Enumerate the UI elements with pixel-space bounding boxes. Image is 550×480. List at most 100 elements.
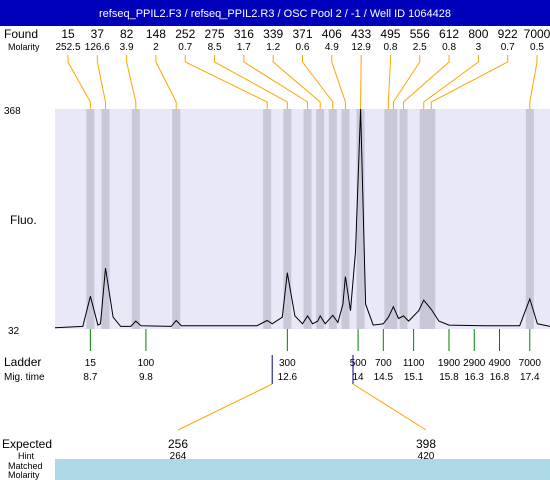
found-peak-connector: [423, 55, 479, 109]
molarity-label: Molarity: [8, 42, 40, 52]
peak-band: [263, 109, 272, 329]
ladder-size: 1100: [403, 358, 425, 369]
found-peak-size: 37: [91, 27, 105, 41]
found-peak-size: 371: [292, 27, 312, 41]
ladder-mig-time: 15.1: [404, 372, 424, 383]
found-peak-connector: [214, 55, 288, 109]
plot-area: [55, 109, 550, 329]
found-peak-molarity: 0.6: [296, 42, 310, 53]
peak-band: [427, 109, 436, 329]
found-peak-size: 82: [120, 27, 134, 41]
found-peaks: 15252.537126.6823.914822520.72758.53161.…: [55, 27, 550, 109]
found-peak-size: 922: [498, 27, 518, 41]
found-peak-connector: [184, 55, 268, 109]
found-peak-size: 433: [351, 27, 371, 41]
ladder-size: 700: [375, 358, 392, 369]
peak-band: [341, 109, 350, 329]
ladder-mig-time: 16.3: [465, 372, 485, 383]
found-peak-size: 339: [263, 27, 283, 41]
peak-band: [131, 109, 140, 329]
ladder-mig-time: 16.8: [490, 372, 510, 383]
found-peak-connector: [243, 55, 309, 109]
ladder-size: 100: [138, 358, 155, 369]
found-peak-molarity: 0.5: [530, 42, 544, 53]
expected-hint: 264: [170, 451, 187, 462]
found-peak-molarity: 2.5: [413, 42, 427, 53]
found-peak-size: 252: [175, 27, 195, 41]
chart-title: refseq_PPIL2.F3 / refseq_PPIL2.R3 / OSC …: [99, 8, 451, 20]
y-tick-max: 368: [4, 106, 21, 117]
found-peak-size: 7000: [524, 27, 550, 41]
ladder-mig-time: 9.8: [139, 372, 153, 383]
y-tick-min: 32: [8, 326, 20, 337]
ladder-mig-time: 12.6: [278, 372, 298, 383]
peak-band: [389, 109, 398, 329]
ladder-mig-time: 17.4: [520, 372, 540, 383]
found-peak-size: 556: [410, 27, 430, 41]
ladder-size: 1900: [438, 358, 461, 369]
found-peak-molarity: 0.7: [178, 42, 192, 53]
expected-hint: 420: [418, 451, 435, 462]
peak-band: [525, 109, 534, 329]
peak-band: [356, 109, 365, 329]
found-peak-connector: [302, 55, 334, 109]
peak-band: [328, 109, 337, 329]
found-peak-molarity: 4.9: [325, 42, 339, 53]
ladder-mig-time: 15.8: [439, 372, 459, 383]
peak-bands: [86, 109, 534, 329]
ladder-size: 300: [279, 358, 296, 369]
ladder-mig-time: 8.7: [83, 372, 97, 383]
ladder-mig-time: 14: [352, 372, 364, 383]
peak-band: [316, 109, 325, 329]
found-peak-molarity: 8.5: [208, 42, 222, 53]
found-peak-size: 800: [468, 27, 488, 41]
ladder-mig-time: 14.5: [374, 372, 394, 383]
ladder-markers: 15 8.7 100 9.8 300 12.6 500 14 700 14.5 1100 15.1 19…: [83, 329, 541, 383]
ladder-label: Ladder: [4, 355, 41, 369]
ladder-size: 4900: [488, 358, 511, 369]
found-peak-molarity: 12.9: [351, 42, 371, 53]
peak-band: [384, 109, 393, 329]
found-peak-molarity: 3: [476, 42, 482, 53]
found-peak-connector: [67, 55, 91, 109]
expected-size: 398: [416, 437, 436, 451]
ladder-size: 500: [350, 358, 367, 369]
found-peak-connector: [392, 55, 421, 109]
peak-band: [86, 109, 95, 329]
found-peak-molarity: 1.7: [237, 42, 251, 53]
found-peak-molarity: 0.8: [383, 42, 397, 53]
found-peak-size: 15: [61, 27, 75, 41]
found-peak-molarity: 1.2: [266, 42, 280, 53]
found-peak-molarity: 0.8: [442, 42, 456, 53]
matched-row-bg: [55, 459, 550, 480]
found-peak-size: 275: [205, 27, 225, 41]
found-peak-connector: [96, 55, 107, 109]
found-peak-size: 148: [146, 27, 166, 41]
peak-band: [101, 109, 110, 329]
found-label: Found: [4, 27, 38, 41]
found-peak-size: 406: [322, 27, 342, 41]
found-peak-size: 612: [439, 27, 459, 41]
matched-label: Matched: [8, 461, 43, 471]
ladder-size: 15: [85, 358, 97, 369]
expected-connector: [177, 383, 273, 431]
found-peak-connector: [126, 55, 137, 109]
expected-size: 256: [168, 437, 188, 451]
found-peak-molarity: 0.7: [501, 42, 515, 53]
title-bar: [0, 0, 550, 26]
expected-connector: [352, 383, 427, 431]
found-peak-size: 495: [380, 27, 400, 41]
found-peak-size: 316: [234, 27, 254, 41]
fluorescence-trace: [54, 108, 550, 329]
hint-label: Hint: [18, 451, 35, 461]
mig-time-label: Mig. time: [4, 372, 45, 383]
found-peak-connector: [360, 55, 362, 109]
found-peak-molarity: 3.9: [120, 42, 134, 53]
molarity-bottom-label: Molarity: [8, 470, 40, 480]
peak-band: [419, 109, 428, 329]
fluo-label: Fluo.: [10, 213, 37, 227]
found-peak-connector: [387, 55, 391, 109]
ladder-size: 7000: [519, 358, 542, 369]
